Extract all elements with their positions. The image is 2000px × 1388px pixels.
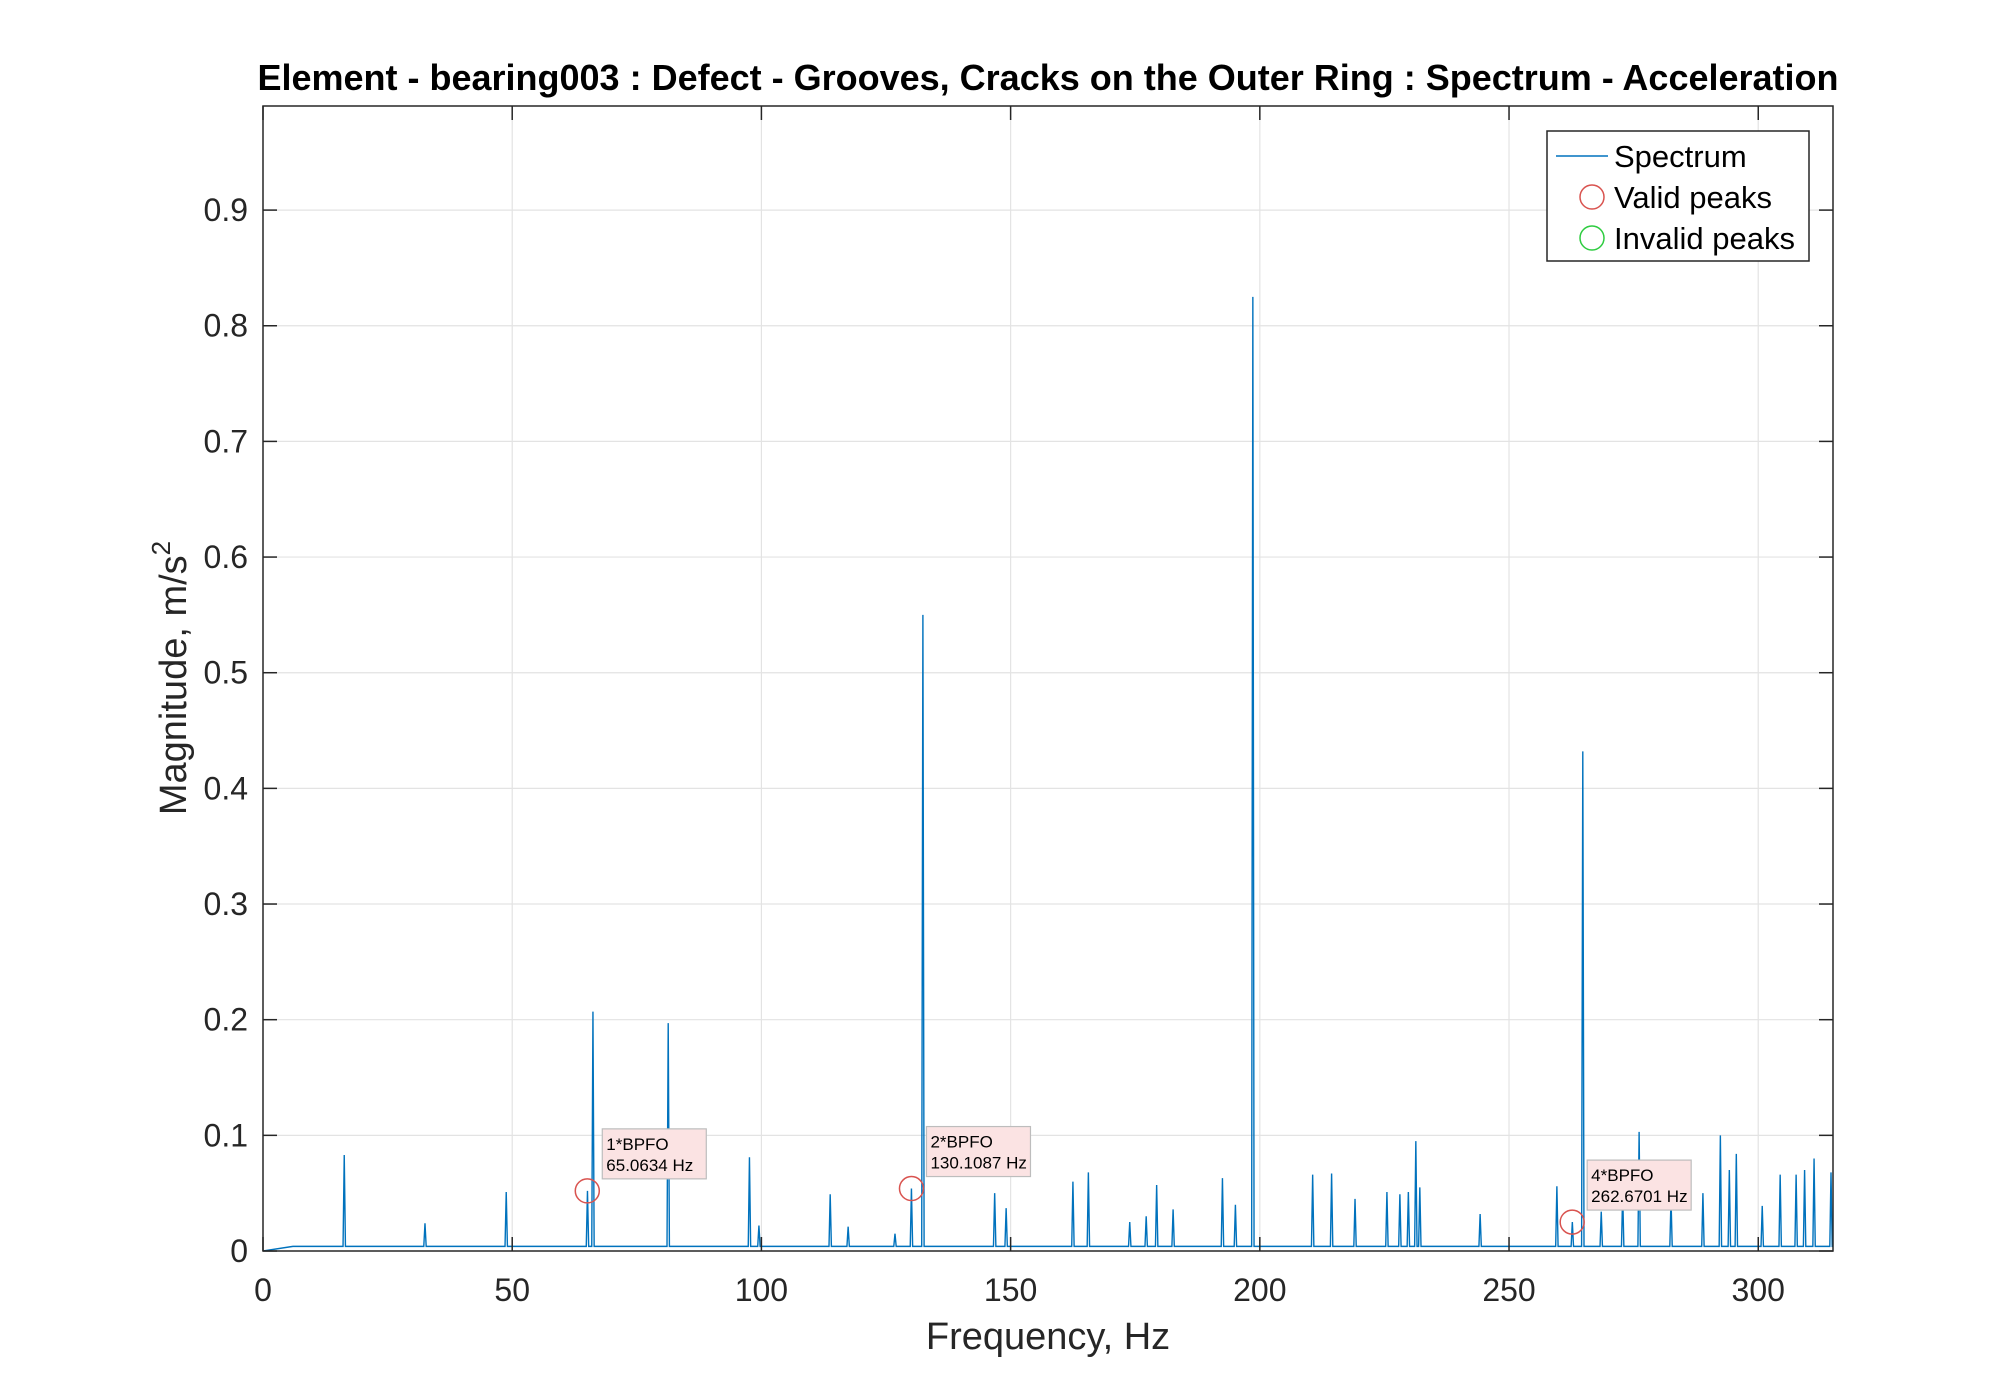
y-tick-label: 0.1 xyxy=(204,1117,248,1153)
legend-box xyxy=(1546,130,1810,262)
x-tick-label: 300 xyxy=(1732,1272,1785,1308)
y-axis-title-superscript: 2 xyxy=(146,541,176,555)
x-tick-label: 150 xyxy=(984,1272,1037,1308)
x-tick-label: 0 xyxy=(254,1272,272,1308)
spectrum-line xyxy=(263,296,1833,1251)
legend: Spectrum Valid peaks Invalid peaks xyxy=(1546,130,1810,262)
annotation-label: 4*BPFO xyxy=(1591,1166,1653,1185)
y-tick-label: 0.9 xyxy=(204,192,248,228)
legend-valid-peaks-marker xyxy=(1579,184,1605,210)
legend-invalid-peaks-marker xyxy=(1579,225,1605,251)
y-tick-label: 0.8 xyxy=(204,308,248,344)
annotation-box xyxy=(925,1125,1032,1178)
y-tick-label: 0.2 xyxy=(204,1002,248,1038)
y-tick-label: 0 xyxy=(230,1233,248,1269)
axes-ticks: 0 50 100 150 200 250 300 0 0.1 0.2 0.3 0.4 0.5 0.6 0.7… xyxy=(204,106,1833,1308)
peak-annotation: 1*BPFO 65.0634 Hz xyxy=(601,1128,707,1180)
peak-annotation: 4*BPFO 262.6701 Hz xyxy=(1586,1159,1692,1211)
plot-area xyxy=(263,296,1833,1251)
legend-valid-peaks-label: Valid peaks xyxy=(1614,180,1772,215)
annotation-label: 2*BPFO xyxy=(930,1133,992,1152)
annotation-label: 1*BPFO xyxy=(606,1135,668,1154)
chart-title: Element - bearing003 : Defect - Grooves,… xyxy=(257,57,1838,98)
y-tick-label: 0.7 xyxy=(204,423,248,459)
legend-spectrum-label: Spectrum xyxy=(1614,139,1747,174)
y-axis-title: Magnitude, m/s2 xyxy=(146,541,195,815)
x-tick-label: 200 xyxy=(1233,1272,1286,1308)
y-tick-label: 0.6 xyxy=(204,539,248,575)
y-tick-label: 0.4 xyxy=(204,770,248,806)
legend-invalid-peaks-label: Invalid peaks xyxy=(1614,221,1795,256)
y-axis-title-main: Magnitude, m/s xyxy=(153,555,195,815)
annotation-box xyxy=(1586,1159,1692,1211)
peak-annotation: 2*BPFO 130.1087 Hz xyxy=(925,1125,1032,1178)
annotation-frequency: 65.0634 Hz xyxy=(606,1156,693,1175)
annotations: 1*BPFO 65.0634 Hz 2*BPFO 130.1087 Hz 4*BPFO 2… xyxy=(601,1125,1692,1211)
grid xyxy=(263,106,1833,1251)
annotation-frequency: 262.6701 Hz xyxy=(1591,1187,1687,1206)
valid-peak-marker xyxy=(1559,1209,1585,1235)
valid-peak-marker xyxy=(574,1178,601,1204)
annotation-frequency: 130.1087 Hz xyxy=(930,1154,1026,1173)
annotation-box xyxy=(601,1128,707,1180)
y-tick-label: 0.3 xyxy=(204,886,248,922)
valid-peak-marker xyxy=(898,1175,925,1202)
x-tick-label: 250 xyxy=(1482,1272,1535,1308)
x-tick-label: 50 xyxy=(494,1272,530,1308)
plot-frame xyxy=(262,105,1834,1252)
x-tick-label: 100 xyxy=(735,1272,788,1308)
x-axis-title: Frequency, Hz xyxy=(926,1316,1170,1358)
y-tick-label: 0.5 xyxy=(204,655,248,691)
